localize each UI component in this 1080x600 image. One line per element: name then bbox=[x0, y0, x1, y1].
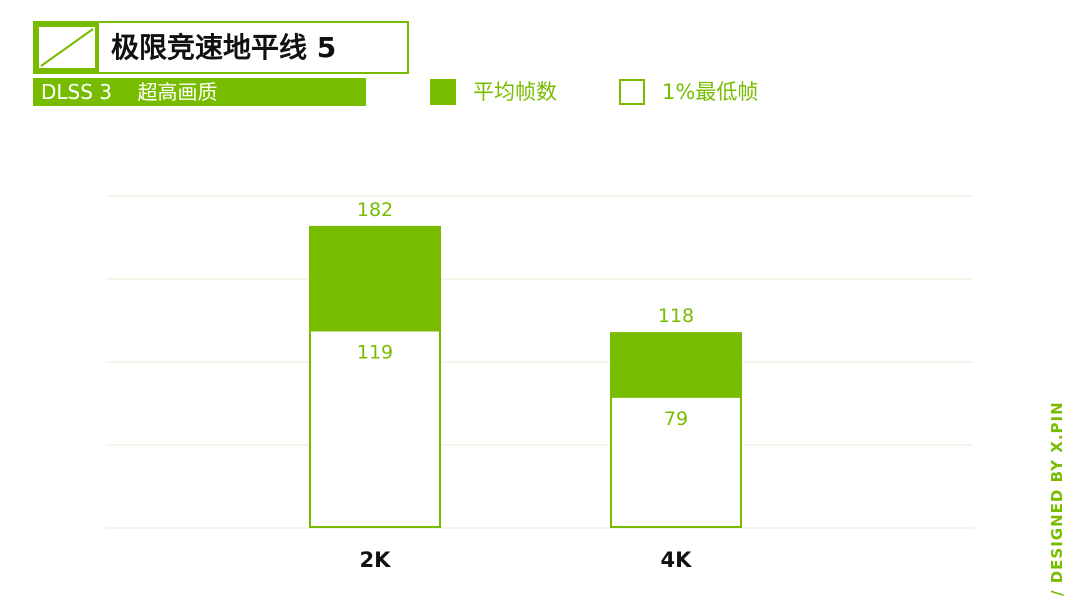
x-tick-label: 4K bbox=[661, 548, 693, 572]
legend-swatch-average bbox=[430, 79, 456, 105]
bar-average bbox=[610, 332, 742, 397]
legend-swatch-low bbox=[619, 79, 645, 105]
x-tick-label: 2K bbox=[360, 548, 392, 572]
bar-low bbox=[610, 395, 742, 528]
data-label-average: 118 bbox=[658, 305, 694, 327]
legend-label-average: 平均帧数 bbox=[473, 80, 557, 104]
chart-subtitle: DLSS 3 超高画质 bbox=[41, 80, 218, 104]
chart-title-box: 极限竞速地平线 5 bbox=[33, 21, 409, 74]
chart-title: 极限竞速地平线 5 bbox=[111, 31, 337, 64]
subtitle-bar: DLSS 3 超高画质 bbox=[33, 78, 366, 106]
bar-low bbox=[309, 329, 441, 528]
bar-average bbox=[309, 225, 441, 331]
data-label-low: 79 bbox=[664, 408, 688, 430]
designer-credit: / DESIGNED BY X.PIN bbox=[1048, 401, 1066, 596]
data-label-average: 182 bbox=[357, 199, 393, 221]
title-logo bbox=[35, 23, 99, 72]
slash-icon bbox=[40, 28, 94, 67]
legend-label-low: 1%最低帧 bbox=[662, 80, 759, 104]
data-label-low: 119 bbox=[357, 341, 393, 363]
